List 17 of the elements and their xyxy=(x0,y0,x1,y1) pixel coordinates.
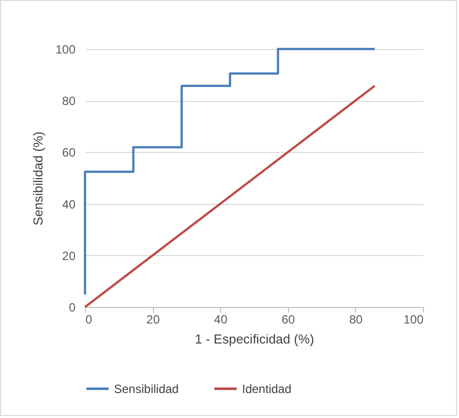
x-tick-label: 100 xyxy=(403,312,424,326)
y-tick-label: 60 xyxy=(62,146,76,160)
legend-label: Sensibilidad xyxy=(114,382,179,396)
y-tick-label: 40 xyxy=(62,197,76,212)
y-tick-label: 80 xyxy=(62,94,76,108)
y-tick-label: 100 xyxy=(55,42,76,56)
y-tick-label: 20 xyxy=(62,248,76,263)
line-series xyxy=(84,48,376,296)
x-tick-label: 0 xyxy=(86,312,92,326)
x-axis-title: 1 - Especificidad (%) xyxy=(194,332,314,346)
x-tick-label: 20 xyxy=(146,312,160,326)
x-tick-label: 80 xyxy=(349,312,363,326)
legend-label: Identidad xyxy=(242,382,292,396)
y-tick-label: 0 xyxy=(68,300,76,314)
x-tick-label: 40 xyxy=(214,312,228,326)
x-tick-label: 60 xyxy=(282,312,296,326)
y-axis-title: Sensibilidad (%) xyxy=(30,132,46,226)
